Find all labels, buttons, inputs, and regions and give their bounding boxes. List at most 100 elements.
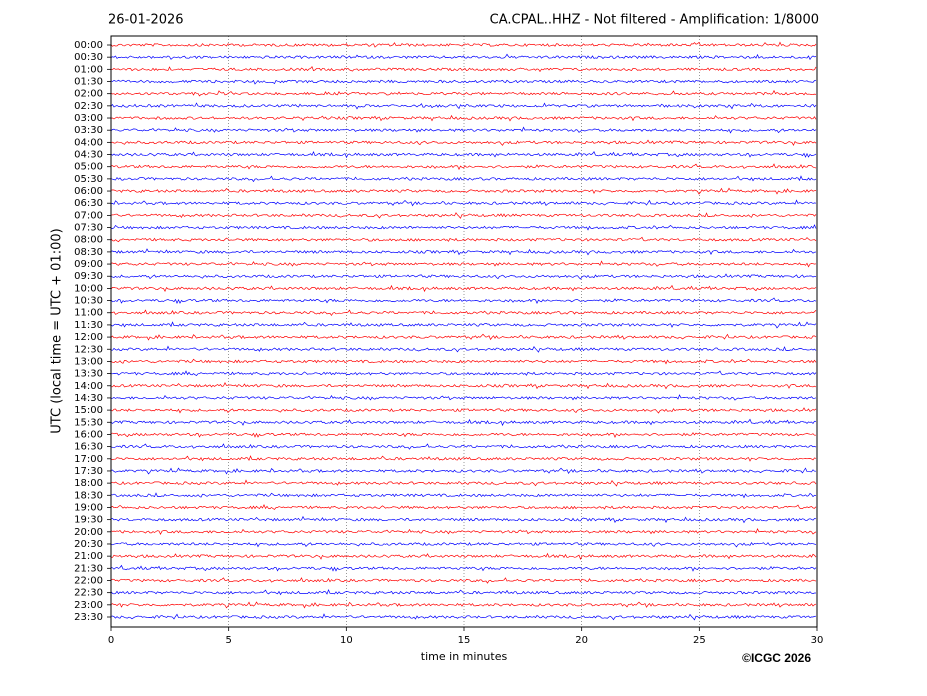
trace bbox=[110, 467, 816, 475]
y-tick-label: 10:30 bbox=[74, 296, 103, 307]
trace bbox=[110, 394, 817, 401]
y-tick-label: 07:30 bbox=[74, 223, 103, 234]
trace bbox=[110, 528, 817, 536]
y-tick-label: 16:30 bbox=[74, 442, 103, 453]
y-tick-label: 14:00 bbox=[74, 381, 103, 392]
y-tick-label: 15:30 bbox=[74, 417, 103, 428]
trace bbox=[110, 297, 817, 305]
chart-title: CA.CPAL..HHZ - Not filtered - Amplificat… bbox=[490, 13, 819, 28]
trace bbox=[110, 273, 817, 280]
trace bbox=[110, 479, 817, 487]
y-axis-label: UTC (local time = UTC + 01:00) bbox=[50, 228, 65, 433]
trace bbox=[110, 41, 817, 48]
y-tick-label: 04:30 bbox=[74, 150, 103, 161]
x-tick-label: 20 bbox=[575, 635, 588, 646]
trace bbox=[110, 407, 817, 414]
y-tick-label: 09:00 bbox=[74, 259, 103, 270]
x-axis-label: time in minutes bbox=[421, 650, 508, 663]
trace bbox=[110, 504, 817, 510]
trace bbox=[110, 89, 817, 97]
trace bbox=[110, 613, 817, 621]
y-tick-label: 11:00 bbox=[74, 308, 103, 319]
y-tick-label: 06:00 bbox=[74, 186, 103, 197]
y-tick-label: 05:30 bbox=[74, 174, 103, 185]
trace bbox=[110, 321, 817, 329]
y-tick-label: 12:00 bbox=[74, 332, 103, 343]
trace bbox=[110, 542, 817, 548]
y-tick-label: 03:00 bbox=[74, 113, 103, 124]
trace bbox=[110, 53, 817, 61]
y-tick-label: 11:30 bbox=[74, 320, 103, 331]
trace bbox=[110, 187, 817, 195]
y-tick-label: 17:30 bbox=[74, 466, 103, 477]
credit: ©ICGC 2026 bbox=[742, 651, 811, 665]
trace bbox=[110, 358, 817, 365]
y-tick-label: 21:00 bbox=[74, 551, 103, 562]
trace bbox=[110, 515, 817, 524]
x-tick-label: 25 bbox=[693, 635, 706, 646]
trace bbox=[110, 139, 817, 146]
y-tick-label: 18:30 bbox=[74, 490, 103, 501]
trace bbox=[110, 102, 817, 110]
y-tick-label: 14:30 bbox=[74, 393, 103, 404]
trace bbox=[110, 345, 817, 353]
y-tick-label: 05:00 bbox=[74, 162, 103, 173]
y-tick-label: 18:00 bbox=[74, 478, 103, 489]
x-tick-label: 10 bbox=[340, 635, 353, 646]
y-tick-label: 09:30 bbox=[74, 271, 103, 282]
y-tick-label: 17:00 bbox=[74, 454, 103, 465]
trace bbox=[110, 224, 817, 231]
trace bbox=[110, 236, 817, 243]
y-tick-label: 10:00 bbox=[74, 283, 103, 294]
plot-frame bbox=[110, 35, 818, 628]
trace bbox=[110, 79, 817, 85]
trace bbox=[111, 382, 817, 390]
x-tick-label: 15 bbox=[458, 635, 471, 646]
y-tick-label: 20:30 bbox=[74, 539, 103, 550]
y-tick-label: 20:00 bbox=[74, 527, 103, 538]
trace bbox=[110, 577, 817, 584]
trace bbox=[110, 163, 817, 171]
y-tick-label: 02:00 bbox=[74, 89, 103, 100]
trace bbox=[110, 175, 817, 183]
y-tick-label: 07:00 bbox=[74, 210, 103, 221]
trace bbox=[110, 309, 817, 317]
y-tick-label: 19:00 bbox=[74, 502, 103, 513]
y-tick-label: 01:00 bbox=[74, 64, 103, 75]
trace bbox=[110, 432, 816, 438]
y-tick-label: 22:00 bbox=[74, 575, 103, 586]
y-tick-label: 19:30 bbox=[74, 515, 103, 526]
y-tick-label: 23:30 bbox=[74, 612, 103, 623]
trace bbox=[110, 588, 816, 596]
trace bbox=[110, 601, 817, 609]
trace bbox=[111, 66, 817, 73]
trace bbox=[110, 370, 817, 376]
y-tick-label: 04:00 bbox=[74, 137, 103, 148]
trace bbox=[110, 284, 817, 293]
y-tick-label: 02:30 bbox=[74, 101, 103, 112]
trace bbox=[110, 455, 817, 462]
chart-date: 26-01-2026 bbox=[108, 13, 184, 28]
trace bbox=[110, 126, 817, 134]
y-tick-label: 22:30 bbox=[74, 588, 103, 599]
x-tick-label: 5 bbox=[225, 635, 231, 646]
trace bbox=[110, 248, 817, 256]
y-tick-label: 16:00 bbox=[74, 429, 103, 440]
trace bbox=[110, 199, 817, 207]
trace bbox=[110, 114, 817, 122]
y-tick-label: 06:30 bbox=[74, 198, 103, 209]
trace bbox=[110, 212, 817, 219]
trace bbox=[110, 260, 817, 268]
y-tick-label: 21:30 bbox=[74, 563, 103, 574]
y-tick-label: 08:00 bbox=[74, 235, 103, 246]
y-tick-label: 08:30 bbox=[74, 247, 103, 258]
y-tick-label: 13:30 bbox=[74, 369, 103, 380]
y-tick-label: 01:30 bbox=[74, 77, 103, 88]
trace bbox=[110, 418, 817, 427]
trace bbox=[110, 151, 817, 159]
y-tick-label: 00:00 bbox=[74, 40, 103, 51]
trace bbox=[110, 443, 817, 450]
y-tick-label: 13:00 bbox=[74, 356, 103, 367]
y-tick-label: 03:30 bbox=[74, 125, 103, 136]
